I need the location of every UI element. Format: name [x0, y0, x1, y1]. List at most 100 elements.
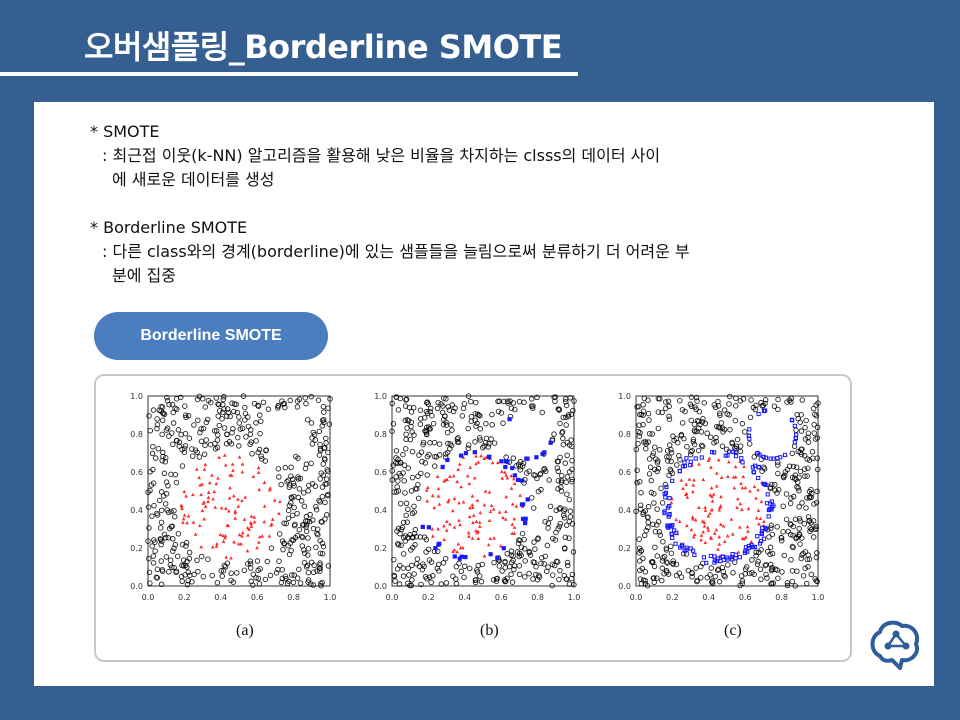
minority-point — [488, 509, 493, 514]
minority-point — [223, 533, 228, 538]
majority-point — [722, 573, 728, 580]
majority-point — [668, 458, 674, 465]
majority-point — [317, 560, 323, 566]
minority-point — [702, 524, 707, 528]
majority-point — [257, 430, 263, 437]
majority-point — [202, 442, 208, 449]
majority-point — [798, 412, 804, 418]
synthetic-point — [743, 545, 749, 550]
majority-point — [216, 408, 223, 414]
minority-point — [735, 505, 739, 510]
majority-point — [318, 519, 325, 525]
majority-point — [557, 567, 563, 574]
majority-point — [558, 484, 564, 490]
majority-point — [309, 441, 316, 447]
majority-point — [314, 530, 320, 537]
majority-point — [649, 559, 656, 566]
majority-point — [279, 398, 285, 404]
y-tick-label: 0.6 — [618, 468, 631, 477]
majority-point — [400, 451, 406, 458]
synthetic-point — [426, 525, 432, 530]
minority-point — [194, 467, 199, 471]
majority-point — [643, 527, 649, 534]
minority-point — [182, 489, 187, 494]
minority-point — [425, 499, 429, 503]
majority-point — [171, 508, 177, 514]
minority-point — [442, 523, 446, 528]
majority-point — [798, 555, 804, 562]
synthetic-point — [520, 502, 526, 507]
minority-point — [482, 456, 487, 460]
majority-point — [215, 432, 221, 438]
minority-point — [718, 522, 723, 527]
majority-point — [565, 562, 571, 569]
majority-point — [298, 498, 305, 504]
majority-point — [569, 521, 576, 527]
majority-point — [161, 531, 168, 538]
majority-point — [657, 532, 663, 538]
minority-point — [260, 534, 265, 538]
minority-point — [258, 534, 262, 539]
minority-point — [180, 506, 184, 510]
majority-point — [739, 420, 746, 427]
majority-point — [544, 542, 551, 549]
minority-point — [467, 514, 472, 519]
majority-point — [737, 398, 744, 404]
synthetic-point — [524, 456, 529, 461]
majority-point — [235, 434, 241, 441]
scatter-plot-a: 0.0 0.0 0.2 0.2 0.4 0.4 0.6 0.6 0.8 0.8 1.0 1.0 — [130, 392, 337, 602]
minority-point — [184, 494, 188, 498]
majority-point — [637, 429, 643, 436]
minority-point — [745, 525, 750, 529]
majority-point — [535, 535, 541, 541]
majority-point — [690, 438, 697, 445]
majority-point — [566, 535, 572, 541]
majority-point — [319, 493, 326, 500]
majority-point — [645, 503, 652, 510]
minority-point — [741, 474, 746, 479]
majority-point — [149, 450, 156, 457]
majority-point — [454, 439, 461, 445]
majority-point — [742, 571, 749, 577]
majority-point — [276, 531, 283, 537]
majority-point — [152, 548, 158, 554]
majority-point — [321, 419, 327, 426]
majority-point — [679, 407, 686, 413]
bullet-borderline: * Borderline SMOTE : 다른 class와의 경계(borde… — [90, 216, 690, 288]
majority-point — [533, 563, 539, 570]
synthetic-point — [763, 455, 769, 460]
x-tick-label: 1.0 — [324, 593, 337, 602]
majority-point — [768, 567, 775, 574]
majority-point — [698, 442, 705, 449]
y-tick-label: 0.6 — [374, 468, 387, 477]
majority-point — [555, 486, 561, 492]
minority-point — [216, 476, 220, 480]
majority-point — [191, 571, 197, 578]
majority-point — [429, 412, 435, 419]
majority-point — [169, 564, 175, 571]
majority-point — [417, 421, 424, 427]
majority-point — [150, 553, 157, 559]
majority-point — [726, 401, 732, 407]
borderline-smote-button[interactable]: Borderline SMOTE — [94, 312, 328, 360]
majority-point — [414, 556, 421, 562]
majority-point — [814, 488, 820, 495]
majority-point — [319, 484, 326, 490]
majority-point — [422, 460, 429, 466]
synthetic-point — [746, 433, 751, 438]
majority-point — [633, 508, 639, 515]
majority-point — [406, 572, 412, 578]
majority-point — [258, 418, 264, 424]
majority-point — [236, 414, 242, 420]
majority-point — [325, 405, 331, 411]
majority-point — [146, 569, 153, 576]
majority-point — [152, 455, 159, 461]
majority-point — [813, 499, 820, 506]
minority-point — [211, 496, 215, 501]
majority-point — [247, 558, 254, 564]
majority-point — [426, 425, 433, 432]
majority-point — [482, 439, 489, 446]
majority-point — [396, 581, 403, 587]
majority-point — [159, 431, 165, 438]
y-tick-label: 1.0 — [374, 392, 387, 401]
